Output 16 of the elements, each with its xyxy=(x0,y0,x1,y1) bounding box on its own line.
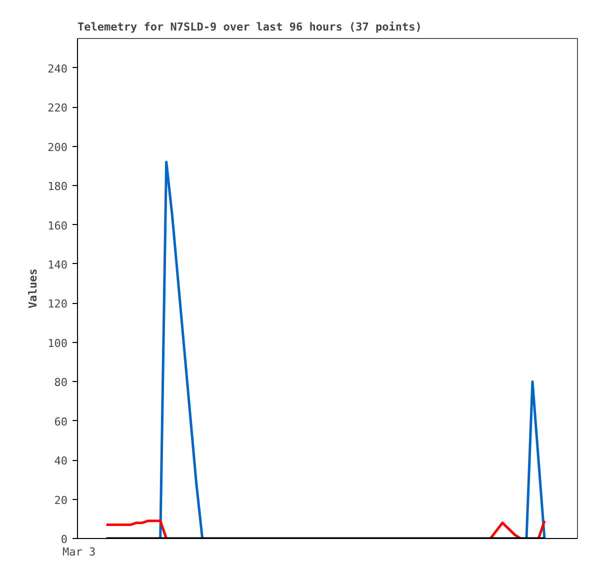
y-tick-label: 140 xyxy=(48,258,68,272)
y-tick-label: 200 xyxy=(48,140,68,154)
y-tick-label: 80 xyxy=(54,376,68,390)
y-tick-label: 120 xyxy=(48,298,68,311)
y-tick-label: 160 xyxy=(48,219,68,232)
y-tick-label: 20 xyxy=(54,494,68,507)
y-tick-label: 0 xyxy=(60,533,68,546)
y-tick-label: 240 xyxy=(48,62,68,76)
chart-title: Telemetry for N7SLD-9 over last 96 hours (37 points) xyxy=(78,20,422,34)
y-tick-label: 220 xyxy=(48,102,68,115)
y-tick-label: 100 xyxy=(48,336,68,350)
y-tick-label: 60 xyxy=(54,415,68,428)
y-axis-title: Values xyxy=(26,268,40,308)
y-tick-label: 40 xyxy=(54,454,68,468)
y-tick-label: 180 xyxy=(48,180,68,194)
text: Mar 3 xyxy=(62,546,96,558)
